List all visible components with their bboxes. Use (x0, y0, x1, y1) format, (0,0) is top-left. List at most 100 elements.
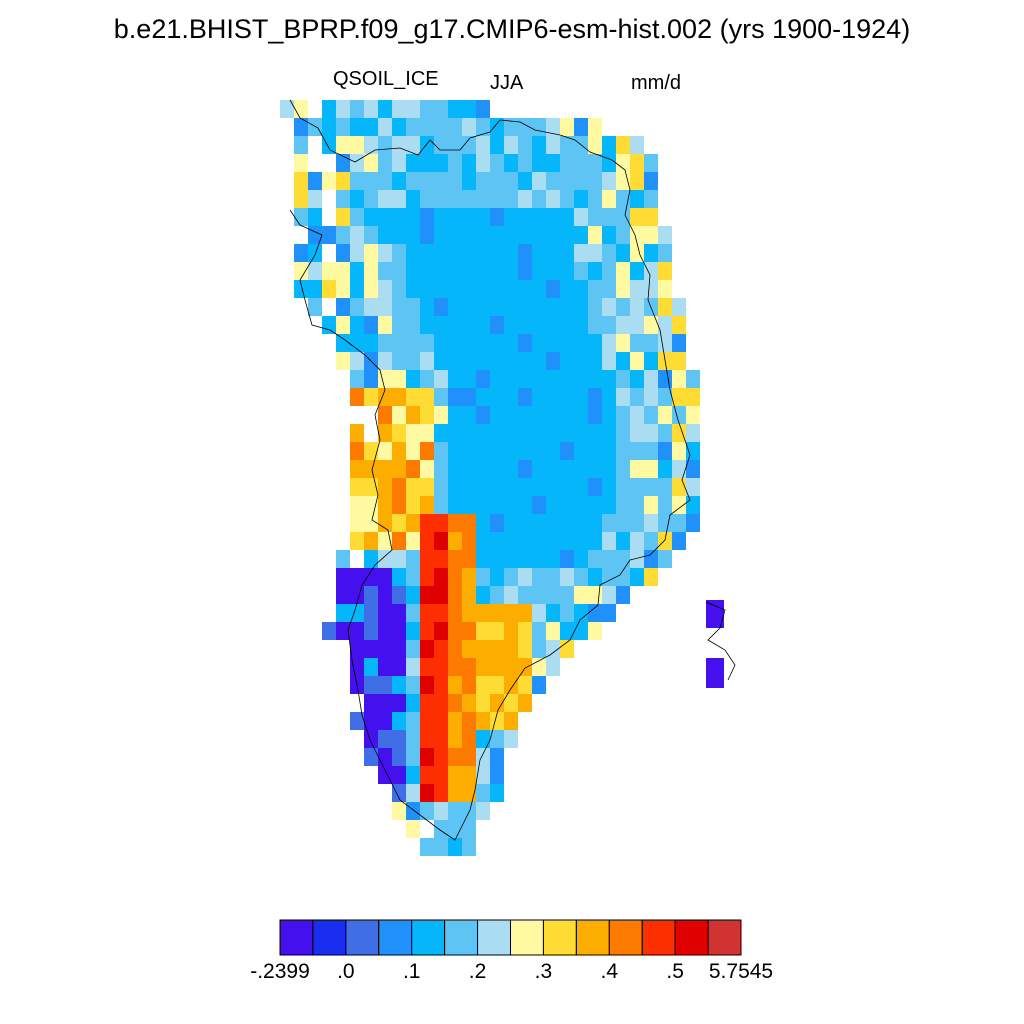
grid-cell (420, 172, 434, 190)
grid-cell (546, 586, 560, 604)
grid-cell (588, 298, 602, 316)
grid-cell (602, 172, 616, 190)
grid-cell (518, 514, 532, 532)
grid-cell (476, 748, 490, 766)
grid-cell (560, 586, 574, 604)
grid-cell (434, 424, 448, 442)
grid-cell (406, 406, 420, 424)
grid-cell (546, 388, 560, 406)
grid-cell (532, 334, 546, 352)
grid-cell (532, 604, 546, 622)
colorbar-tick-label: .4 (600, 960, 619, 983)
grid-cell (406, 748, 420, 766)
grid-cell (462, 640, 476, 658)
grid-cell (420, 100, 434, 118)
grid-cell (392, 766, 406, 784)
grid-cell (434, 496, 448, 514)
grid-cell (546, 172, 560, 190)
grid-cell (504, 640, 518, 658)
colorbar-tick-label: .1 (402, 960, 421, 983)
grid-cell (350, 244, 364, 262)
grid-cell (504, 730, 518, 748)
grid-cell (518, 298, 532, 316)
grid-cell (630, 352, 644, 370)
grid-cell (490, 190, 504, 208)
grid-cell (378, 550, 392, 568)
grid-cell (546, 406, 560, 424)
grid-cell (672, 532, 686, 550)
grid-cell (434, 316, 448, 334)
grid-cell (602, 442, 616, 460)
grid-cell (560, 280, 574, 298)
grid-cell (378, 766, 392, 784)
grid-cell (574, 154, 588, 172)
grid-cell (532, 262, 546, 280)
grid-cell (392, 532, 406, 550)
grid-cell (392, 208, 406, 226)
grid-cell (476, 568, 490, 586)
grid-cell (658, 262, 672, 280)
grid-cell (476, 532, 490, 550)
grid-cell (532, 316, 546, 334)
grid-cell (504, 514, 518, 532)
grid-cell (420, 496, 434, 514)
grid-cell (364, 514, 378, 532)
grid-cell (448, 586, 462, 604)
grid-cell (518, 676, 532, 694)
colorbar-swatch (444, 919, 479, 956)
grid-cell (406, 640, 420, 658)
grid-cell (322, 118, 336, 136)
grid-cell (406, 352, 420, 370)
colorbar-tick-label: .0 (337, 960, 355, 983)
grid-cell (644, 406, 658, 424)
grid-cell (434, 622, 448, 640)
grid-cell (616, 532, 630, 550)
grid-cell (420, 748, 434, 766)
grid-cell (476, 514, 490, 532)
grid-cell (434, 226, 448, 244)
grid-cell (420, 424, 434, 442)
grid-cell (462, 748, 476, 766)
grid-cell (644, 442, 658, 460)
grid-cell (588, 424, 602, 442)
grid-cell (392, 802, 406, 820)
grid-cell (658, 298, 672, 316)
grid-cell (364, 676, 378, 694)
grid-cell (420, 766, 434, 784)
grid-cell (602, 568, 616, 586)
grid-cell (350, 280, 364, 298)
grid-cell (532, 154, 546, 172)
grid-cell (504, 712, 518, 730)
grid-cell (364, 244, 378, 262)
grid-cell (378, 532, 392, 550)
grid-cell (434, 406, 448, 424)
grid-cell (532, 586, 546, 604)
grid-cell (574, 478, 588, 496)
gridded-field (280, 100, 724, 856)
grid-cell (658, 424, 672, 442)
grid-cell (490, 460, 504, 478)
grid-cell (448, 352, 462, 370)
grid-cell (350, 316, 364, 334)
grid-cell (448, 442, 462, 460)
grid-cell (518, 550, 532, 568)
grid-cell (406, 496, 420, 514)
grid-cell (336, 280, 350, 298)
grid-cell (490, 388, 504, 406)
grid-cell (462, 658, 476, 676)
grid-cell (378, 226, 392, 244)
grid-cell (490, 172, 504, 190)
grid-cell (476, 460, 490, 478)
grid-cell (630, 280, 644, 298)
grid-cell (504, 208, 518, 226)
grid-cell (448, 280, 462, 298)
grid-cell (364, 460, 378, 478)
grid-cell (490, 784, 504, 802)
grid-cell (378, 118, 392, 136)
grid-cell (504, 244, 518, 262)
grid-cell (546, 154, 560, 172)
grid-cell (350, 190, 364, 208)
grid-cell (364, 370, 378, 388)
grid-cell (406, 730, 420, 748)
grid-cell (406, 712, 420, 730)
